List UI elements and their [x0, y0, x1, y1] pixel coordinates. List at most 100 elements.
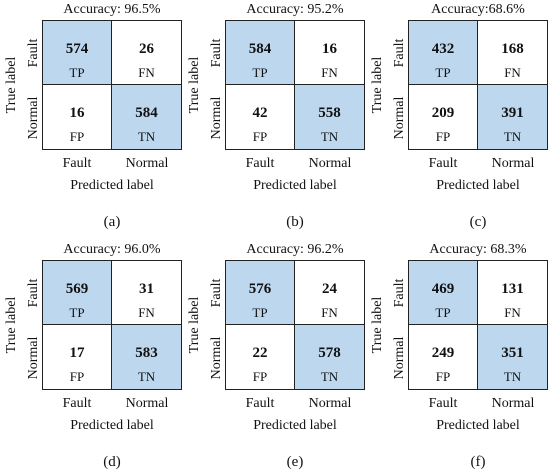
matrix-grid: 574 TP 26 FN 16 FP 584 TN: [42, 20, 182, 150]
cell-tag: FP: [435, 129, 451, 144]
y-tick-text: Fault: [209, 278, 224, 307]
cell-count: 209: [431, 105, 455, 121]
matrix-cell: 17 FP: [43, 325, 112, 389]
y-tick-text: Fault: [209, 38, 224, 67]
confusion-matrix-panel: Accuracy: 96.5% 574 TP 26 FN 16 FP 584 TN Fault No…: [2, 2, 182, 232]
y-tick-label: Fault: [26, 20, 42, 85]
confusion-matrix-panel: Accuracy: 96.0% 569 TP 31 FN 17 FP 583 TN Fault No…: [2, 242, 182, 472]
cell-tag: FP: [252, 369, 268, 384]
y-tick-text: Fault: [26, 38, 41, 67]
matrix-cell: 391 TN: [478, 85, 547, 149]
cell-count: 574: [65, 41, 89, 57]
cell-tag: FN: [504, 305, 521, 320]
y-tick-label: Fault: [26, 260, 42, 325]
cell-count: 42: [252, 105, 268, 121]
y-tick-text: Fault: [392, 278, 407, 307]
matrix-cell: 24 FN: [295, 261, 364, 325]
cell-tag: TN: [503, 369, 522, 384]
y-tick-text: Fault: [392, 38, 407, 67]
cell-count: 391: [501, 105, 524, 121]
x-tick-label: Fault: [245, 396, 275, 411]
y-tick-label: Normal: [392, 85, 408, 150]
cell-tag: FN: [504, 65, 521, 80]
matrix-cell: 31 FN: [112, 261, 181, 325]
x-axis-label: Predicted label: [436, 178, 520, 193]
cell-count: 576: [248, 281, 272, 297]
y-tick-label: Normal: [392, 325, 408, 390]
y-tick-text: Fault: [26, 278, 41, 307]
x-axis-label: Predicted label: [253, 418, 337, 433]
x-tick-label: Normal: [125, 156, 169, 171]
cell-count: 22: [252, 345, 268, 361]
x-axis-label: Predicted label: [70, 178, 154, 193]
y-axis-label: True label: [368, 260, 388, 390]
panel-caption: (f): [470, 454, 486, 470]
x-axis-label: Predicted label: [436, 418, 520, 433]
matrix-grid: 469 TP 131 FN 249 FP 351 TN: [408, 260, 548, 390]
matrix-cell: 569 TP: [43, 261, 112, 325]
cell-count: 131: [501, 281, 524, 297]
y-axis-label-text: True label: [187, 56, 202, 114]
y-tick-label: Normal: [209, 325, 225, 390]
cell-count: 432: [431, 41, 455, 57]
y-tick-label: Fault: [392, 20, 408, 85]
confusion-matrix-panel: Accuracy: 68.3% 469 TP 131 FN 249 FP 351 TN Fault…: [368, 242, 548, 472]
y-axis-label: True label: [2, 260, 22, 390]
accuracy-title: Accuracy: 95.2%: [246, 2, 344, 17]
cell-count: 24: [322, 281, 337, 297]
cell-count: 578: [318, 345, 341, 361]
x-tick-label: Fault: [62, 396, 92, 411]
cell-tag: TN: [137, 369, 156, 384]
matrix-cell: 16 FN: [295, 21, 364, 85]
panel-caption: (e): [286, 454, 304, 470]
matrix-cell: 576 TP: [226, 261, 295, 325]
y-tick-label: Fault: [209, 20, 225, 85]
x-axis-label: Predicted label: [70, 418, 154, 433]
x-tick-label: Fault: [62, 156, 92, 171]
y-tick-text: Normal: [26, 96, 41, 139]
y-axis-label: True label: [2, 20, 22, 150]
y-tick-text: Normal: [392, 96, 407, 139]
matrix-cell: 558 TN: [295, 85, 364, 149]
cell-tag: FN: [321, 305, 338, 320]
cell-tag: TN: [137, 129, 156, 144]
y-axis-label-text: True label: [4, 296, 19, 354]
matrix-cell: 432 TP: [409, 21, 478, 85]
cell-count: 249: [431, 345, 455, 361]
matrix-cell: 16 FP: [43, 85, 112, 149]
cell-count: 469: [431, 281, 455, 297]
cell-count: 17: [69, 345, 85, 361]
x-tick-label: Fault: [428, 156, 458, 171]
matrix-grid: 569 TP 31 FN 17 FP 583 TN: [42, 260, 182, 390]
cell-tag: FP: [69, 129, 85, 144]
cell-tag: TP: [435, 305, 451, 320]
cell-tag: TP: [252, 305, 268, 320]
cell-tag: TP: [435, 65, 451, 80]
cell-count: 584: [248, 41, 272, 57]
y-tick-text: Normal: [209, 96, 224, 139]
cell-count: 168: [501, 41, 524, 57]
y-axis-label: True label: [185, 260, 205, 390]
panel-caption: (a): [103, 214, 121, 230]
accuracy-title: Accuracy: 68.3%: [429, 242, 527, 257]
matrix-cell: 42 FP: [226, 85, 295, 149]
matrix-cell: 168 FN: [478, 21, 547, 85]
cell-count: 569: [65, 281, 89, 297]
panel-caption: (b): [286, 214, 304, 230]
y-axis-label-text: True label: [4, 56, 19, 114]
matrix-grid: 576 TP 24 FN 22 FP 578 TN: [225, 260, 365, 390]
cell-count: 583: [135, 345, 158, 361]
matrix-cell: 131 FN: [478, 261, 547, 325]
panel-caption: (c): [469, 214, 487, 230]
y-tick-text: Normal: [392, 336, 407, 379]
cell-tag: TP: [69, 65, 85, 80]
cell-count: 26: [139, 41, 154, 57]
accuracy-title: Accuracy: 96.5%: [63, 2, 161, 17]
cell-count: 16: [322, 41, 337, 57]
y-axis-label-text: True label: [370, 296, 385, 354]
cell-count: 16: [69, 105, 85, 121]
x-tick-label: Normal: [491, 156, 535, 171]
cell-count: 351: [501, 345, 524, 361]
cell-tag: FP: [69, 369, 85, 384]
matrix-cell: 351 TN: [478, 325, 547, 389]
